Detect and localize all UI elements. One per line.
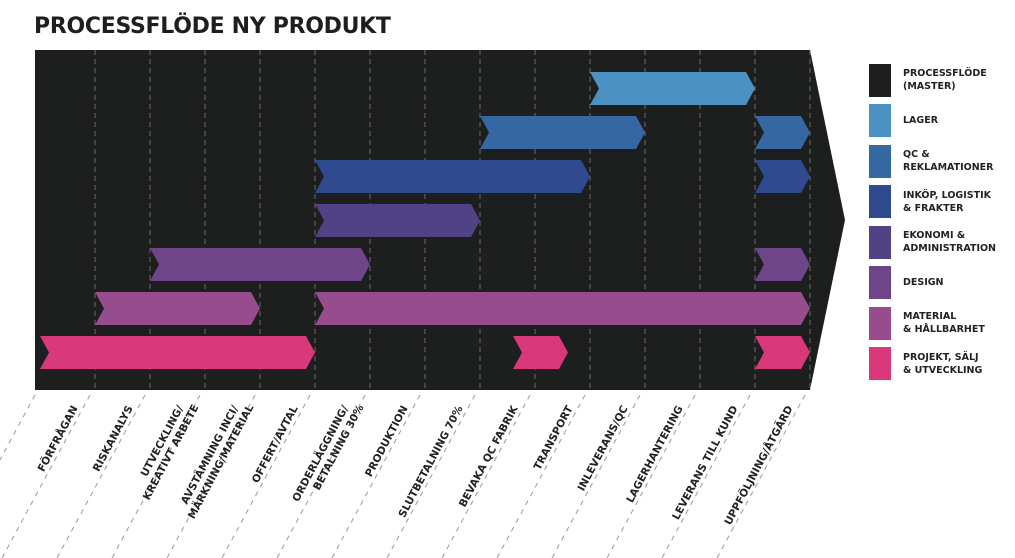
step-label-line: PRODUKTION [363,404,411,479]
bar-qc [755,116,810,149]
bar-ekonomi [315,204,480,237]
step-guide-line [551,394,641,558]
bar-design [755,248,810,281]
bar-qc [480,116,645,149]
step-label: SLUTBETALNING 70% [396,403,465,519]
step-guide-line [661,394,751,558]
legend-swatch [869,144,891,178]
step-label: INLEVERANS/QC [576,404,631,494]
legend-swatch [869,185,891,219]
step-label: OFFERT/AVTAL [250,404,301,486]
step-label: RISKANALYS [91,404,136,474]
step-guide-line [0,394,36,461]
bar-inkop [315,160,590,193]
legend-label: INKÖP, LOGISTIK & FRAKTER [903,189,991,214]
legend: PROCESSFLÖDE (MASTER) LAGER QC & REKLAMATI… [869,60,1015,384]
step-label-line: INLEVERANS/QC [576,404,631,494]
step-label: TRANSPORT [532,403,576,472]
legend-item-projekt: PROJEKT, SÄLJ & UTVECKLING [869,344,1015,385]
step-label-line: TRANSPORT [532,403,576,472]
step-guide-line [1,394,91,558]
legend-label: PROCESSFLÖDE (MASTER) [903,68,987,93]
step-label: ORDERLÄGGNING/BETALNING 30% [289,395,367,510]
legend-label: PROJEKT, SÄLJ & UTVECKLING [903,351,983,376]
legend-label: DESIGN [903,277,944,289]
bar-design [150,248,370,281]
legend-item-lager: LAGER [869,101,1015,142]
legend-label: EKONOMI & ADMINISTRATION [903,230,997,255]
step-label: PRODUKTION [363,404,411,479]
step-label: LAGERHANTERING [624,404,685,505]
legend-swatch [869,266,891,300]
step-guide-line [166,394,256,558]
legend-swatch [869,63,891,97]
legend-swatch [869,347,891,381]
legend-item-inkop: INKÖP, LOGISTIK & FRAKTER [869,182,1015,223]
step-label: LEVERANS TILL KUND [670,404,741,522]
step-guide-line [386,394,476,558]
step-label-line: LAGERHANTERING [624,404,685,505]
step-label-line: LEVERANS TILL KUND [670,404,741,522]
bar-projekt [513,336,568,369]
step-label-line: RISKANALYS [91,404,136,474]
legend-label: QC & REKLAMATIONER [903,149,994,174]
step-guide-line [716,394,806,558]
process-diagram: FÖRFRÅGAN RISKANALYS UTVECKLING/KREATIVT A… [0,50,845,558]
legend-swatch [869,104,891,138]
step-guide-line [56,394,146,558]
bar-projekt [40,336,315,369]
step-label-line: OFFERT/AVTAL [250,404,301,486]
legend-label: MATERIAL & HÅLLBARHET [903,311,985,336]
bar-lager [590,72,755,105]
step-guide-line [111,394,201,558]
legend-label: LAGER [903,115,939,127]
legend-swatch [869,306,891,340]
step-label-line: SLUTBETALNING 70% [396,403,465,519]
bar-material [315,292,810,325]
legend-swatch [869,225,891,259]
step-guide-line [276,394,366,558]
legend-item-qc: QC & REKLAMATIONER [869,141,1015,182]
legend-item-master: PROCESSFLÖDE (MASTER) [869,60,1015,101]
step-guide-line [496,394,586,558]
step-guide-line [331,394,421,558]
bar-projekt [755,336,810,369]
step-label-line: BEVAKA QC FABRIK [457,403,521,509]
step-label: BEVAKA QC FABRIK [457,403,521,509]
step-guide-line [221,394,311,558]
step-label-line: FÖRFRÅGAN [34,403,81,474]
legend-item-ekonomi: EKONOMI & ADMINISTRATION [869,222,1015,263]
legend-item-material: MATERIAL & HÅLLBARHET [869,303,1015,344]
legend-item-design: DESIGN [869,263,1015,304]
step-guide-line [441,394,531,558]
bar-material [95,292,260,325]
page-title: PROCESSFLÖDE NY PRODUKT [34,14,391,39]
step-guide-line [606,394,696,558]
step-label: FÖRFRÅGAN [34,403,81,474]
bar-inkop [755,160,810,193]
